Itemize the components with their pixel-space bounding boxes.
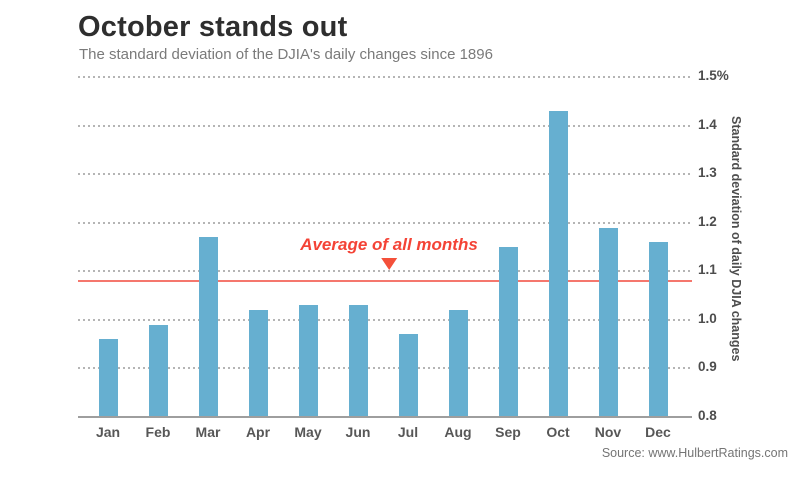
x-label-oct: Oct [546,424,570,440]
bar-apr [248,310,268,416]
y-axis-title: Standard deviation of daily DJIA changes [729,116,743,362]
y-tick-0.9: 0.9 [698,359,717,375]
down-triangle-icon [380,258,397,270]
gridline-1.1 [78,270,692,273]
x-axis-line [78,416,692,418]
bar-jul [398,334,418,416]
x-label-jun: Jun [345,424,371,440]
average-annotation-label: Average of all months [300,235,478,254]
x-label-jan: Jan [95,424,121,440]
y-tick-1.3: 1.3 [698,165,717,181]
chart-subtitle: The standard deviation of the DJIA's dai… [79,46,493,63]
chart-title: October stands out [78,11,348,43]
bar-sep [498,247,518,416]
bar-mar [198,237,218,416]
y-tick-1.0: 1.0 [698,310,717,326]
bar-may [298,305,318,416]
bar-jan [98,339,118,416]
gridline-1.2 [78,221,692,224]
gridline-1.5% [78,76,692,78]
bar-aug [448,310,468,416]
y-tick-0.8: 0.8 [698,408,717,423]
y-tick-1.4: 1.4 [698,116,717,132]
x-label-feb: Feb [145,424,171,440]
bar-feb [148,324,168,416]
x-label-nov: Nov [594,424,622,440]
average-annotation: Average of all months [300,235,478,270]
bar-nov [598,227,618,416]
gridline-0.9 [78,367,692,370]
y-tick-1.2: 1.2 [698,213,717,229]
x-label-mar: Mar [195,424,221,440]
x-label-dec: Dec [645,424,671,440]
y-tick-1.1: 1.1 [698,262,717,278]
x-label-sep: Sep [495,424,521,440]
y-tick-1.5%: 1.5% [698,68,729,83]
average-line [78,280,692,282]
x-label-aug: Aug [444,424,472,440]
x-label-may: May [294,424,322,440]
plot-area: Average of all months [78,76,692,418]
bar-dec [648,242,668,416]
source-credit: Source: www.HulbertRatings.com [601,446,788,460]
gridline-1.3 [78,173,692,176]
bar-oct [548,111,568,416]
gridline-1.4 [78,124,692,127]
gridline-1.0 [78,318,692,321]
x-label-apr: Apr [245,424,271,440]
bar-jun [348,305,368,416]
x-label-jul: Jul [397,424,419,440]
